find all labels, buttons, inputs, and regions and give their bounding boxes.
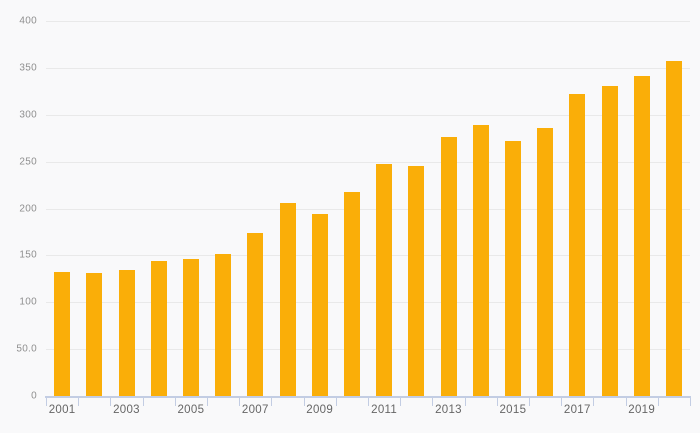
gridline <box>46 67 690 69</box>
gridline <box>46 302 690 304</box>
bar-2018[interactable] <box>601 85 618 396</box>
bar-2013[interactable] <box>440 137 457 396</box>
x-axis-tick-label: 2009 <box>306 404 334 416</box>
bar-2003[interactable] <box>118 270 135 396</box>
bar-2004[interactable] <box>150 261 167 396</box>
y-axis-tick-label: 50.0 <box>16 343 37 355</box>
x-axis-tick-label: 2001 <box>48 404 76 416</box>
bar-2012[interactable] <box>408 166 425 396</box>
x-axis-tick-mark <box>78 398 80 406</box>
bar-2014[interactable] <box>472 125 489 396</box>
gridline <box>46 21 690 22</box>
bar-2009[interactable] <box>311 214 328 396</box>
bar-2017[interactable] <box>569 94 586 396</box>
bar-2016[interactable] <box>537 127 554 396</box>
y-axis-tick-label: 350 <box>19 62 37 74</box>
bar-2005[interactable] <box>182 259 199 396</box>
y-axis-tick-label: 250 <box>19 156 37 168</box>
gridline <box>46 114 690 116</box>
gridline <box>46 349 690 351</box>
bar-2015[interactable] <box>504 141 521 396</box>
x-axis-tick-mark <box>239 398 241 406</box>
x-axis-tick-label: 2017 <box>563 404 591 416</box>
bar-2008[interactable] <box>279 202 296 396</box>
y-axis-tick-label: 0 <box>31 390 37 402</box>
x-axis-tick-mark <box>625 398 627 406</box>
x-axis-tick-mark <box>46 398 47 406</box>
x-axis-tick-mark <box>110 398 112 406</box>
bar-2020[interactable] <box>665 61 682 396</box>
x-axis-tick-mark <box>432 398 434 406</box>
x-axis-tick-mark <box>303 398 305 406</box>
bar-2007[interactable] <box>247 232 264 396</box>
x-axis-tick-label: 2015 <box>499 404 527 416</box>
x-axis-tick-label: 2007 <box>241 404 269 416</box>
y-axis-tick-label: 150 <box>19 249 37 261</box>
x-axis-tick-mark <box>464 398 466 406</box>
bar-2019[interactable] <box>633 76 650 396</box>
gridline <box>46 255 690 257</box>
x-axis-tick-mark <box>593 398 595 406</box>
x-axis-tick-mark <box>174 398 176 406</box>
x-axis-tick-label: 2011 <box>371 404 398 416</box>
gridline <box>46 161 690 163</box>
x-axis-tick-mark <box>690 398 691 406</box>
bar-2002[interactable] <box>86 273 103 396</box>
x-axis-tick-mark <box>271 398 273 406</box>
bar-2001[interactable] <box>54 272 71 396</box>
x-axis-tick-mark <box>496 398 498 406</box>
x-axis-tick-mark <box>400 398 402 406</box>
gridline <box>46 208 690 210</box>
x-axis-tick-mark <box>529 398 530 406</box>
y-axis-tick-label: 200 <box>19 203 37 214</box>
x-axis-line <box>45 396 691 398</box>
x-axis-tick-label: 2013 <box>435 404 462 416</box>
x-axis-tick-mark <box>142 398 144 406</box>
y-axis-tick-label: 100 <box>19 296 37 308</box>
y-axis-tick-label: 300 <box>19 109 37 121</box>
x-axis-tick-mark <box>335 398 337 406</box>
x-axis-tick-label: 2019 <box>628 404 656 416</box>
x-axis-tick-label: 2003 <box>113 404 140 416</box>
x-axis-tick-label: 2005 <box>177 404 205 416</box>
x-axis-tick-mark <box>368 398 369 406</box>
bar-2010[interactable] <box>343 191 360 396</box>
x-axis-tick-mark <box>207 398 208 406</box>
bar-2006[interactable] <box>215 253 232 396</box>
y-axis-tick-label: 400 <box>19 15 37 27</box>
bar-2011[interactable] <box>376 164 393 396</box>
x-axis-tick-mark <box>657 398 659 406</box>
x-axis-tick-mark <box>561 398 563 406</box>
